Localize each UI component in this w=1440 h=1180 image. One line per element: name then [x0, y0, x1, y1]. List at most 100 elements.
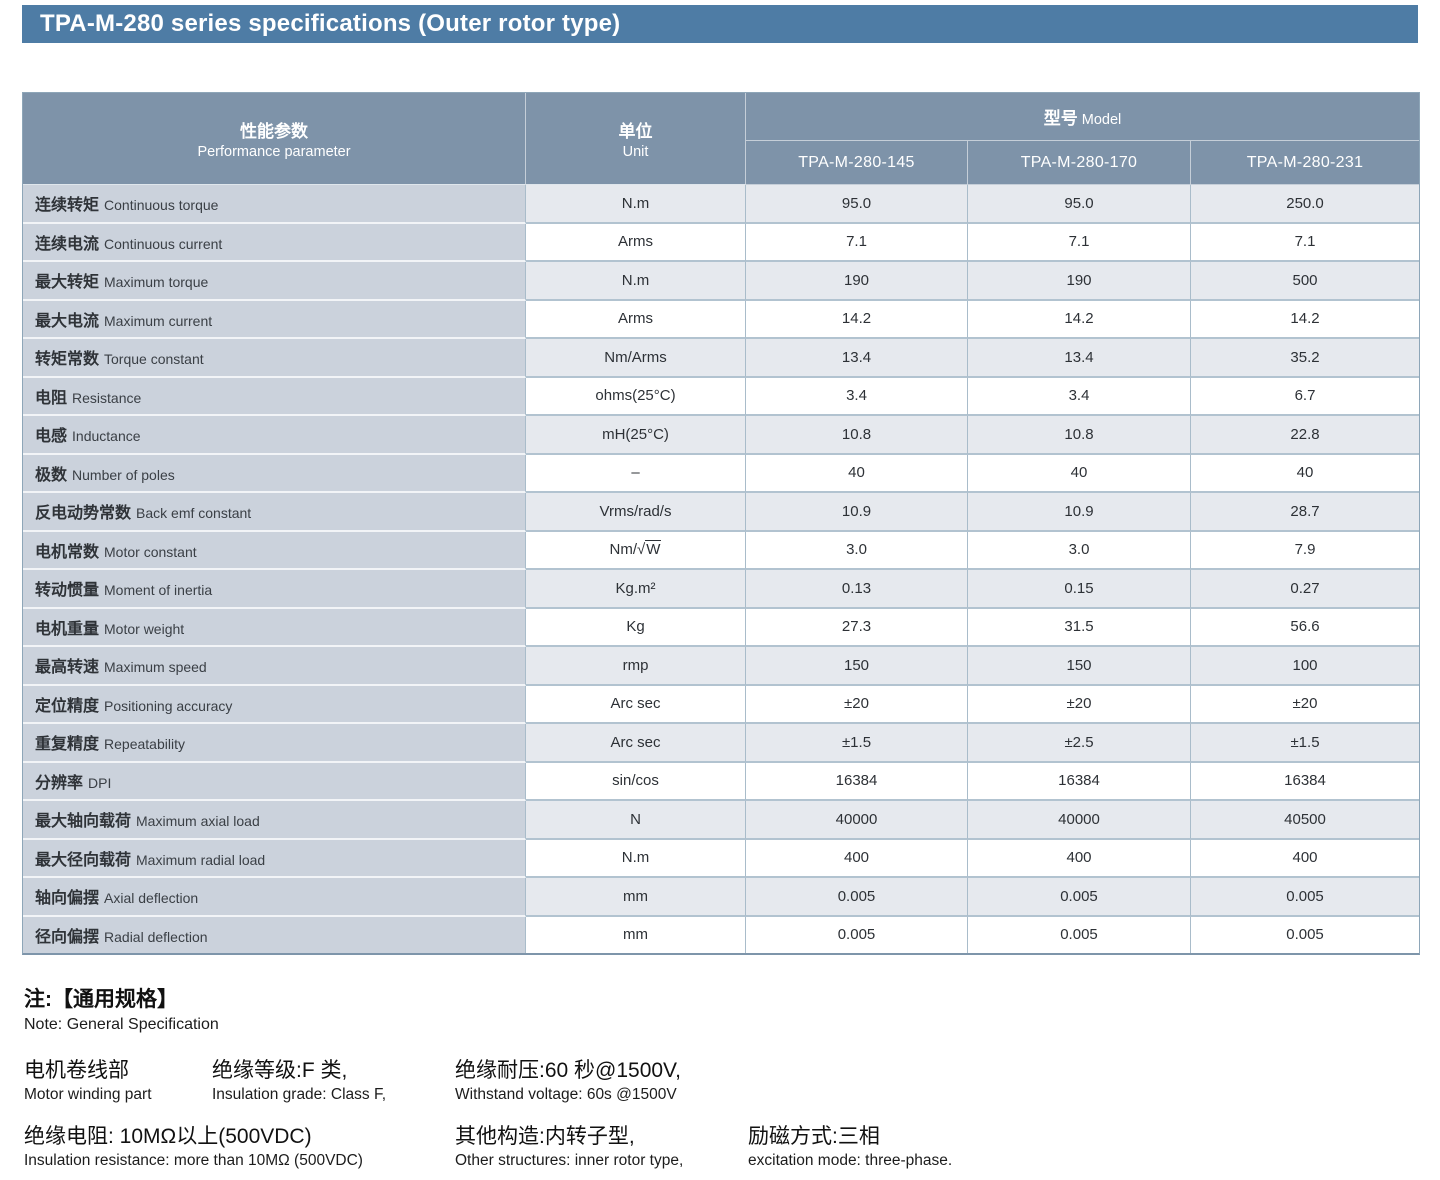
param-label-zh: 轴向偏摆	[35, 890, 100, 908]
param-cell: 电机重量 Motor weight	[23, 608, 526, 647]
unit-cell: N.m	[526, 185, 746, 224]
table-row: 最大转矩 Maximum torque N.m 190 190 500	[23, 262, 1420, 301]
note-heading-en: Note: General Specification	[24, 1016, 219, 1033]
value-cell: 0.005	[968, 878, 1191, 917]
param-cell: 径向偏摆 Radial deflection	[23, 916, 526, 953]
note-item: 电机卷线部 Motor winding part	[24, 1054, 212, 1104]
unit-cell: mm	[526, 878, 746, 917]
value-cell: 22.8	[1191, 416, 1420, 455]
notes-section: 注:【通用规格】 Note: General Specification 电机卷…	[22, 955, 1418, 1170]
note-item: 励磁方式:三相 excitation mode: three-phase.	[748, 1120, 1418, 1170]
spec-table: 性能参数 Performance parameter 单位 Unit 型号 Mod…	[22, 92, 1421, 955]
value-cell: 40	[968, 454, 1191, 493]
sqrt-radicand: W	[645, 540, 662, 559]
param-label-zh: 转矩常数	[35, 351, 100, 369]
value-cell: 16384	[968, 762, 1191, 801]
param-label-zh: 最大径向载荷	[35, 851, 132, 869]
param-label-en: Moment of inertia	[104, 582, 213, 599]
param-label-en: Maximum radial load	[136, 851, 266, 868]
table-row: 最高转速 Maximum speed rmp 150 150 100	[23, 647, 1420, 686]
header-unit-zh: 单位	[618, 122, 653, 141]
value-cell: 13.4	[746, 339, 968, 378]
note-item-en: Insulation resistance: more than 10MΩ (5…	[24, 1152, 363, 1169]
table-row: 连续转矩 Continuous torque N.m 95.0 95.0 250.0	[23, 185, 1420, 224]
unit-cell: –	[526, 454, 746, 493]
table-row: 定位精度 Positioning accuracy Arc sec ±20 ±20 ±20	[23, 685, 1420, 724]
param-label-zh: 电阻	[35, 389, 68, 407]
value-cell: ±1.5	[746, 724, 968, 763]
note-item-zh: 励磁方式:三相	[748, 1125, 880, 1148]
value-cell: 3.4	[968, 377, 1191, 416]
value-cell: 400	[1191, 839, 1420, 878]
param-label-en: Repeatability	[104, 736, 185, 753]
value-cell: 95.0	[968, 185, 1191, 224]
header-unit: 单位 Unit	[526, 93, 746, 185]
value-cell: 16384	[746, 762, 968, 801]
spec-table-header: 性能参数 Performance parameter 单位 Unit 型号 Mod…	[23, 93, 1420, 185]
param-label-en: Positioning accuracy	[104, 697, 233, 714]
value-cell: 0.15	[968, 570, 1191, 609]
value-cell: 100	[1191, 647, 1420, 686]
note-item-en: Motor winding part	[24, 1086, 152, 1103]
table-row: 转动惯量 Moment of inertia Kg.m² 0.13 0.15 0.27	[23, 570, 1420, 609]
value-cell: 400	[968, 839, 1191, 878]
unit-cell: Kg.m²	[526, 570, 746, 609]
value-cell: 250.0	[1191, 185, 1420, 224]
value-cell: 150	[968, 647, 1191, 686]
value-cell: 0.005	[1191, 878, 1420, 917]
param-label-zh: 反电动势常数	[35, 505, 132, 523]
value-cell: 16384	[1191, 762, 1420, 801]
value-cell: 150	[746, 647, 968, 686]
unit-cell: Nm/√W	[526, 531, 746, 570]
value-cell: 10.9	[746, 493, 968, 532]
param-label-zh: 最大轴向载荷	[35, 813, 132, 831]
value-cell: 14.2	[1191, 300, 1420, 339]
header-model-zh: 型号	[1043, 109, 1078, 128]
header-model-name-1: TPA-M-280-145	[746, 141, 968, 185]
value-cell: 6.7	[1191, 377, 1420, 416]
param-label-zh: 极数	[35, 466, 68, 484]
table-row: 最大电流 Maximum current Arms 14.2 14.2 14.2	[23, 300, 1420, 339]
table-row: 电感 Inductance mH(25°C) 10.8 10.8 22.8	[23, 416, 1420, 455]
value-cell: 7.1	[746, 223, 968, 262]
param-label-en: Continuous current	[104, 235, 223, 252]
unit-cell: Arc sec	[526, 685, 746, 724]
note-item: 绝缘耐压:60 秒@1500V, Withstand voltage: 60s @…	[455, 1054, 1418, 1104]
param-cell: 电阻 Resistance	[23, 377, 526, 416]
param-label-zh: 连续转矩	[35, 197, 100, 215]
header-model-name-3: TPA-M-280-231	[1191, 141, 1420, 185]
param-cell: 最大转矩 Maximum torque	[23, 262, 526, 301]
value-cell: 190	[746, 262, 968, 301]
note-item-en: Other structures: inner rotor type,	[455, 1152, 684, 1169]
param-label-en: Maximum torque	[104, 274, 209, 291]
note-item-zh: 绝缘耐压:60 秒@1500V,	[455, 1059, 681, 1082]
value-cell: 40500	[1191, 801, 1420, 840]
value-cell: ±20	[746, 685, 968, 724]
unit-cell: Kg	[526, 608, 746, 647]
value-cell: 28.7	[1191, 493, 1420, 532]
header-model-en: Model	[1081, 112, 1122, 128]
value-cell: 500	[1191, 262, 1420, 301]
param-label-en: Continuous torque	[104, 197, 219, 214]
value-cell: 35.2	[1191, 339, 1420, 378]
page-title-bar: TPA-M-280 series specifications (Outer r…	[22, 5, 1418, 43]
value-cell: 7.1	[968, 223, 1191, 262]
note-item: 其他构造:内转子型, Other structures: inner rotor …	[455, 1120, 748, 1170]
page-title: TPA-M-280 series specifications (Outer r…	[40, 10, 621, 37]
param-label-en: Axial deflection	[104, 890, 199, 907]
param-label-en: Back emf constant	[136, 505, 252, 522]
param-label-en: Torque constant	[104, 351, 204, 368]
value-cell: 13.4	[968, 339, 1191, 378]
param-cell: 连续电流 Continuous current	[23, 223, 526, 262]
value-cell: 7.1	[1191, 223, 1420, 262]
unit-cell: Vrms/rad/s	[526, 493, 746, 532]
value-cell: 10.8	[968, 416, 1191, 455]
unit-cell: N.m	[526, 839, 746, 878]
param-label-en: Maximum speed	[104, 659, 207, 676]
value-cell: 0.13	[746, 570, 968, 609]
value-cell: 0.005	[746, 916, 968, 953]
unit-cell: rmp	[526, 647, 746, 686]
table-row: 最大径向载荷 Maximum radial load N.m 400 400 400	[23, 839, 1420, 878]
param-label-zh: 转动惯量	[35, 582, 100, 600]
note-item-en: Insulation grade: Class F,	[212, 1086, 387, 1103]
